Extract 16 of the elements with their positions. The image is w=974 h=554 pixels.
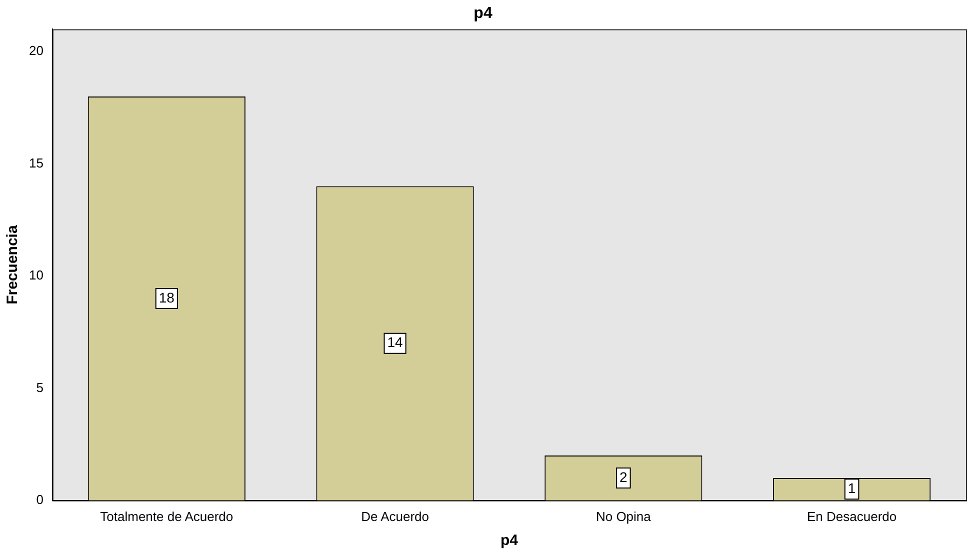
x-axis-title: p4: [500, 532, 519, 550]
y-tick-label: 10: [28, 268, 44, 283]
x-tick-label: No Opina: [596, 508, 652, 524]
data-label: 18: [158, 289, 175, 306]
y-tick-label: 20: [28, 43, 44, 58]
x-tick-label: En Desacuerdo: [806, 508, 897, 524]
y-tick-label: 15: [28, 155, 44, 170]
data-label: 14: [387, 334, 404, 350]
data-label: 1: [848, 480, 856, 496]
y-tick-label: 0: [36, 492, 44, 507]
x-tick-label: Totalmente de Acuerdo: [100, 508, 234, 524]
x-tick-label: De Acuerdo: [361, 508, 430, 524]
chart-title: p4: [474, 5, 492, 22]
y-axis-title: Frecuencia: [4, 224, 22, 304]
data-label: 2: [620, 468, 628, 485]
y-tick-label: 5: [36, 380, 44, 395]
